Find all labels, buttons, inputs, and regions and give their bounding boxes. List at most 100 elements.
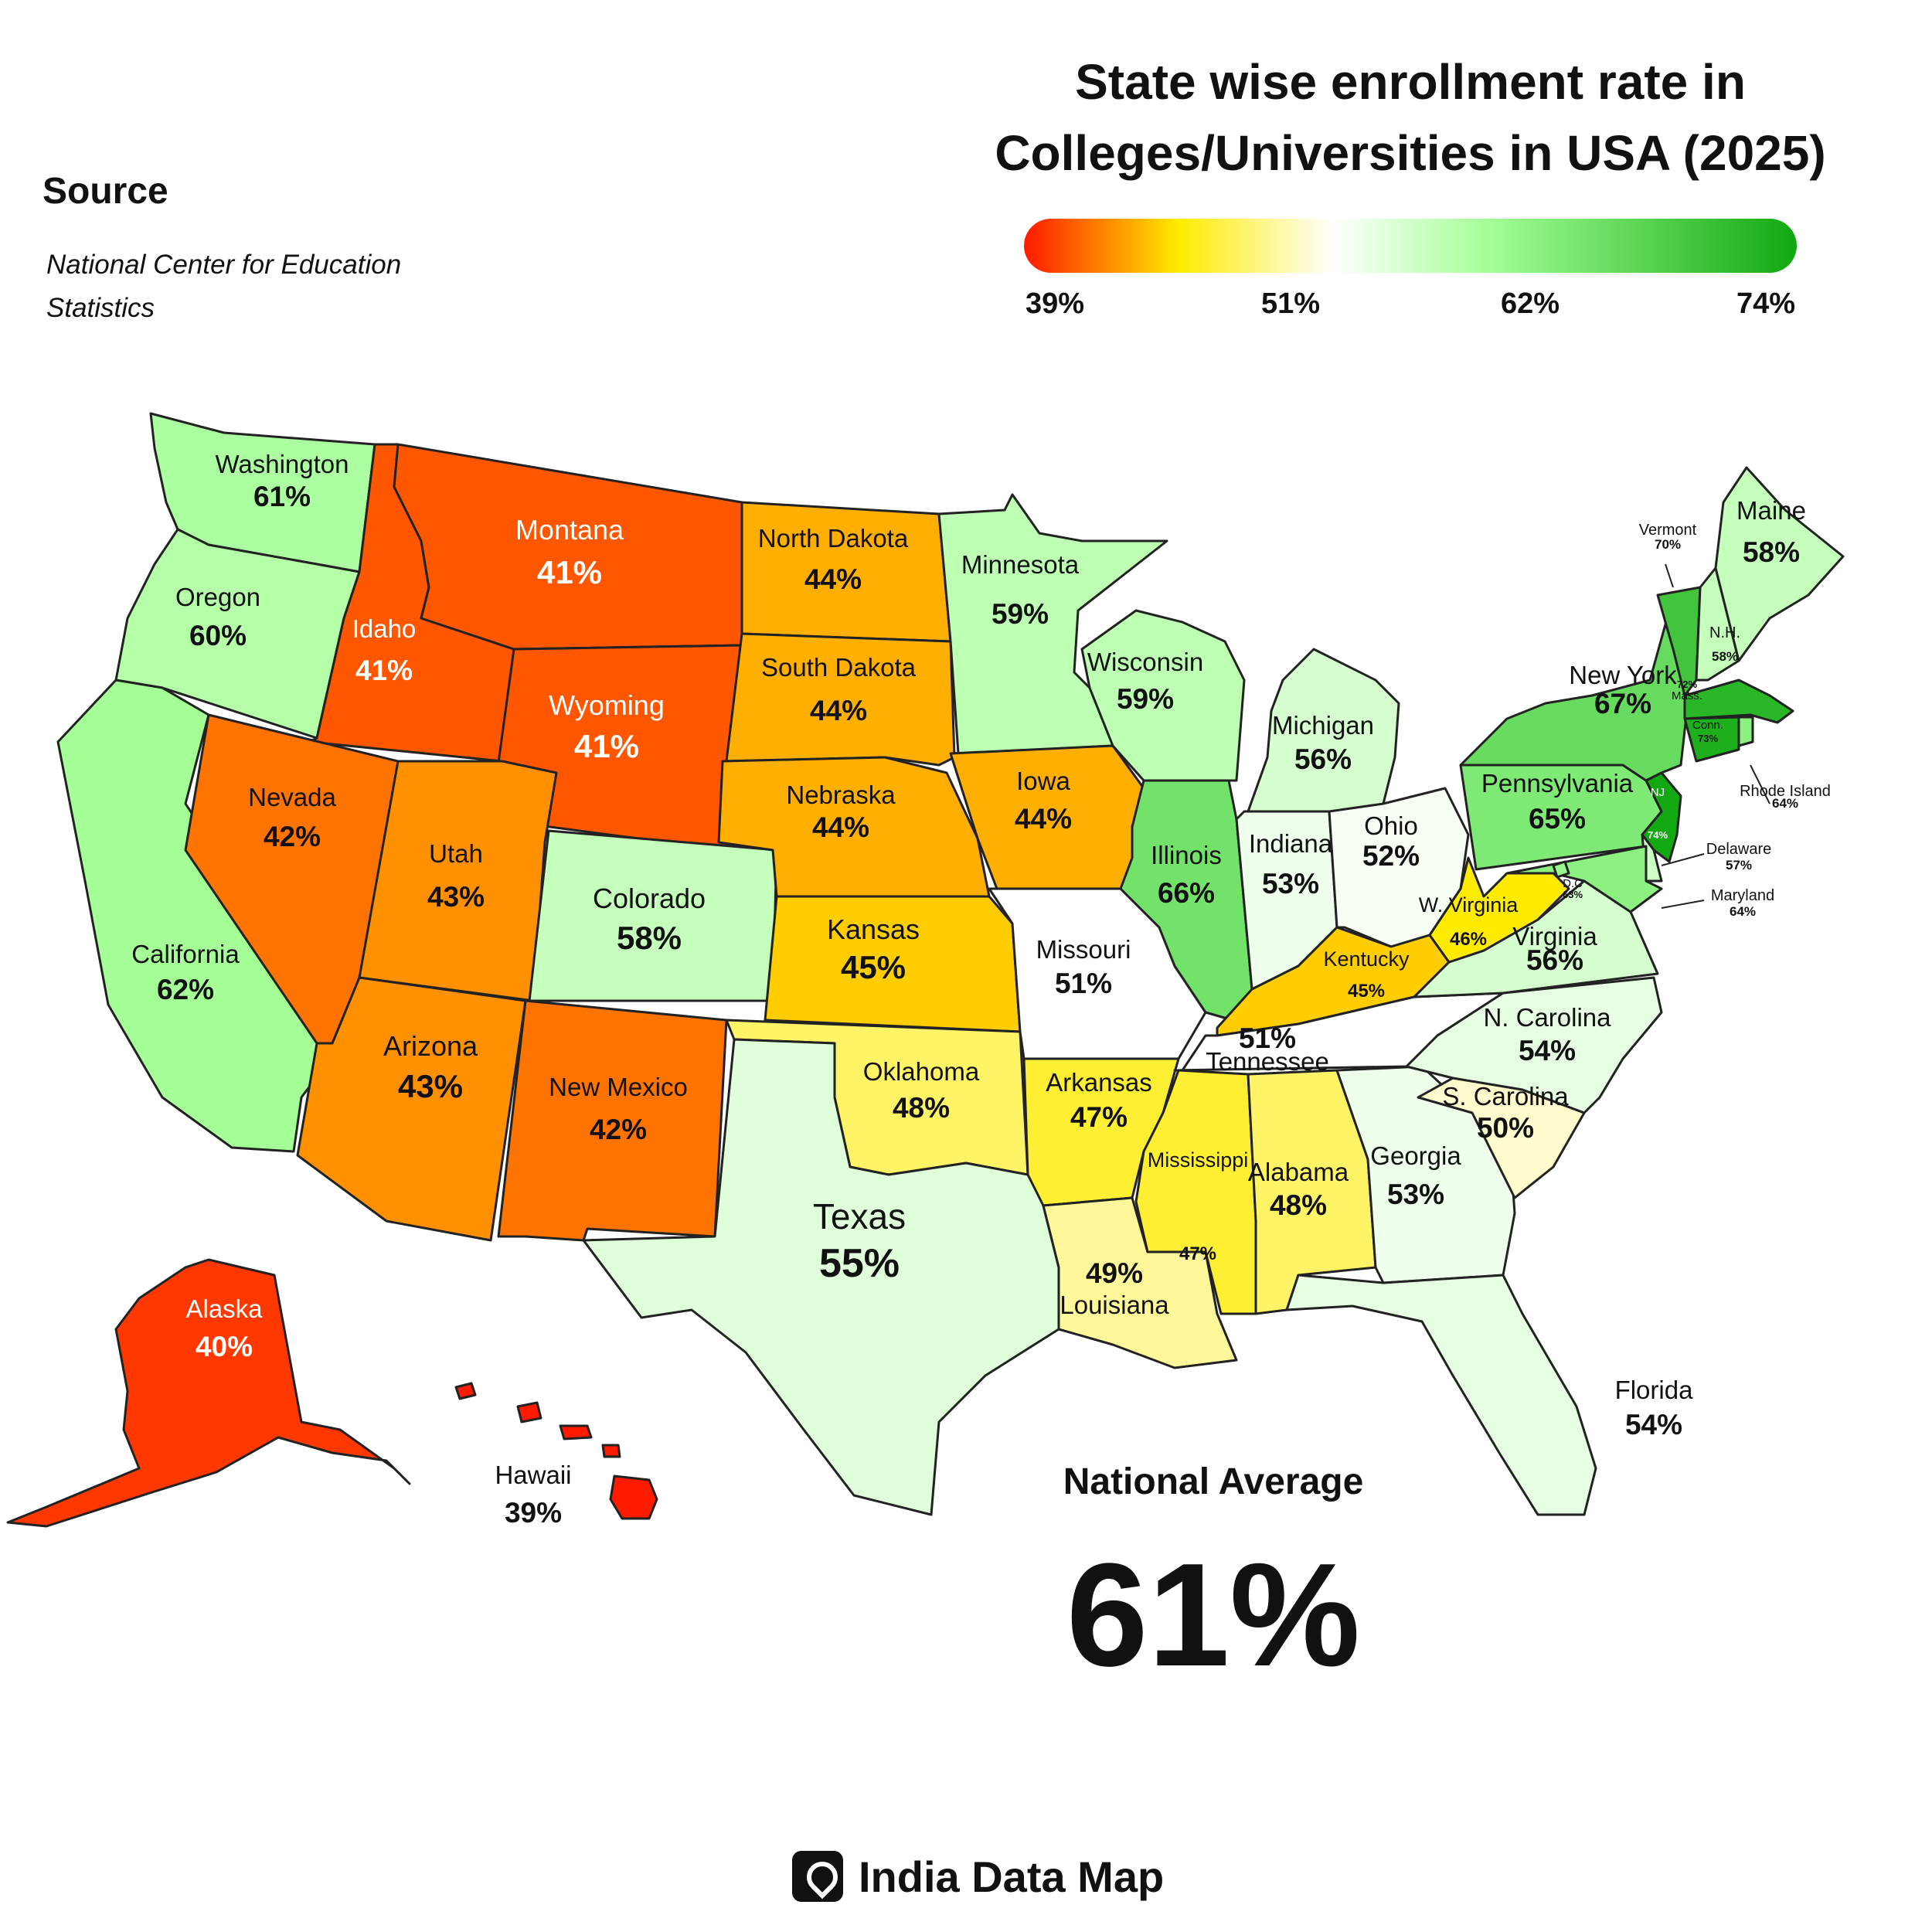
state-name-arizona: Arizona [383,1030,478,1062]
state-name-kansas: Kansas [827,913,920,945]
state-colorado[interactable] [528,829,778,1002]
state-value-texas: 55% [819,1241,900,1286]
state-name-california: California [131,940,240,968]
state-new-mexico[interactable] [497,999,728,1242]
state-name-virginia: Virginia [1512,922,1597,951]
state-value-nevada: 42% [264,821,321,852]
state-value-nebraska: 44% [812,811,869,843]
state-name-kentucky: Kentucky [1323,947,1410,971]
state-value-florida: 54% [1625,1409,1682,1440]
state-arkansas[interactable] [1022,1057,1180,1207]
state-name-michigan: Michigan [1272,711,1374,740]
state-value-new-mexico: 42% [590,1114,647,1145]
map-title: State wise enrollment rate in Colleges/U… [995,54,1826,181]
state-name-illinois: Illinois [1151,841,1222,869]
location-pin-icon [792,1851,843,1902]
state-wisconsin[interactable] [1080,609,1246,782]
national-average-label: National Average [1063,1461,1364,1502]
state-hawaii-island-0[interactable] [454,1382,477,1400]
state-name-mass: Mass. [1672,689,1702,702]
state-value-oklahoma: 48% [893,1092,950,1124]
state-value-rhode-island: 64% [1772,796,1798,811]
state-name-florida: Florida [1615,1376,1694,1404]
state-value-illinois: 66% [1158,877,1215,909]
state-name-w-virginia: W. Virginia [1419,893,1519,917]
state-value-utah: 43% [427,881,485,913]
state-vermont[interactable] [1656,586,1702,697]
state-value-wyoming: 41% [574,728,639,764]
state-mississippi[interactable] [1134,1069,1257,1315]
legend-tick-2: 51% [1260,287,1321,320]
state-value-montana: 41% [537,554,602,590]
state-nj[interactable] [1641,771,1682,863]
state-conn[interactable] [1683,716,1740,763]
state-value-colorado: 58% [617,920,682,956]
state-california[interactable] [56,679,326,1153]
state-name-arkansas: Arkansas [1046,1068,1152,1097]
state-value-new-york: 67% [1594,688,1651,719]
national-average-value: 61% [1066,1533,1361,1697]
state-name-south-dakota: South Dakota [761,653,917,682]
state-value-south-dakota: 44% [810,695,867,726]
state-arizona[interactable] [296,976,527,1242]
state-name-wisconsin: Wisconsin [1087,648,1203,676]
color-scale-bar [1024,219,1797,273]
state-name-colorado: Colorado [593,883,706,914]
state-florida[interactable] [1285,1274,1597,1516]
state-value-kansas: 45% [841,949,906,985]
state-value-n-h: 58% [1712,649,1738,664]
state-name-vermont: Vermont [1639,522,1697,539]
state-value-virginia: 56% [1526,944,1583,976]
state-name-maryland: Maryland [1711,887,1774,904]
state-value-conn: 73% [1698,733,1718,744]
state-value-michigan: 56% [1294,743,1352,775]
state-rhode-island[interactable] [1737,716,1754,747]
brand: India Data Map [792,1851,1164,1902]
state-name-nebraska: Nebraska [786,781,896,809]
state-alaska[interactable] [6,1258,411,1528]
state-hawaii-island-2[interactable] [559,1424,593,1440]
state-value-idaho: 41% [355,655,413,686]
state-texas[interactable] [582,1038,1060,1516]
state-n-h[interactable] [1695,566,1740,682]
state-value-alaska: 40% [196,1331,253,1362]
state-name-ohio: Ohio [1364,811,1418,840]
state-value-alabama: 48% [1270,1189,1327,1221]
state-value-s-carolina: 50% [1477,1112,1534,1144]
state-value-nj: 74% [1648,829,1668,841]
state-value-maine: 58% [1743,536,1800,568]
legend-tick-min: 39% [1025,287,1085,320]
state-name-pennsylvania: Pennsylvania [1481,769,1634,798]
state-value-maryland: 64% [1730,904,1756,919]
state-name-mississippi: Mississippi [1148,1148,1249,1172]
state-name-washington: Washington [215,450,349,478]
state-value-georgia: 53% [1387,1179,1444,1210]
state-value-washington: 61% [253,481,311,512]
state-name-texas: Texas [813,1196,906,1236]
state-hawaii-island-1[interactable] [516,1401,543,1423]
state-name-d-c: D.C [1563,877,1583,890]
state-name-maine: Maine [1736,496,1806,525]
state-value-mass: 72% [1677,679,1697,690]
state-n-carolina[interactable] [1405,976,1663,1114]
state-hawaii-island-3[interactable] [601,1444,621,1458]
state-montana[interactable] [393,443,743,651]
state-name-tennessee: Tennessee [1206,1047,1329,1076]
state-value-wisconsin: 59% [1117,683,1174,715]
state-hawaii[interactable] [609,1475,658,1520]
source-text: National Center for Education Statistics [46,250,402,323]
state-new-york[interactable] [1459,609,1690,782]
state-value-arkansas: 47% [1070,1101,1128,1133]
state-value-ohio: 52% [1362,840,1420,872]
state-name-alabama: Alabama [1248,1158,1349,1186]
state-name-nevada: Nevada [248,783,336,811]
state-value-vermont: 70% [1655,537,1681,552]
state-value-arizona: 43% [398,1068,463,1104]
state-d-c[interactable] [1552,860,1570,879]
state-name-georgia: Georgia [1370,1141,1461,1170]
state-illinois[interactable] [1119,779,1253,1022]
state-value-iowa: 44% [1015,803,1072,835]
state-name-missouri: Missouri [1036,935,1131,964]
brand-name: India Data Map [859,1852,1165,1901]
state-maine[interactable] [1714,466,1845,662]
